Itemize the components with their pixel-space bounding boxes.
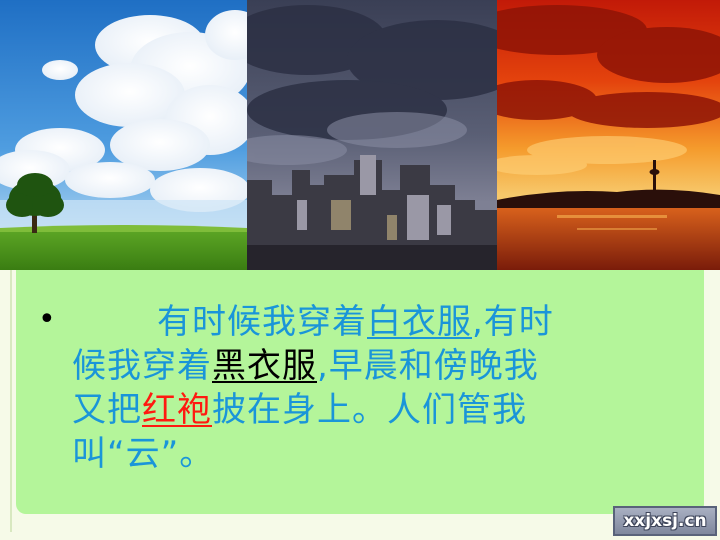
red-robe-phrase: 红袍 bbox=[142, 390, 212, 430]
black-clothes-phrase: 黑衣服 bbox=[212, 346, 317, 386]
text-line-3: 又把红袍披在身上。人们管我 bbox=[72, 388, 672, 432]
text-segment: 有时候我穿着 bbox=[157, 302, 367, 342]
sunset-photo bbox=[497, 0, 720, 270]
text-segment: ,早晨和傍晚我 bbox=[317, 346, 539, 386]
riddle-text: 有时候我穿着白衣服,有时 候我穿着黑衣服,早晨和傍晚我 又把红袍披在身上。人们管… bbox=[72, 300, 672, 476]
text-line-4: 叫“云”。 bbox=[72, 432, 672, 476]
white-clothes-phrase: 白衣服 bbox=[367, 302, 472, 342]
text-segment: 叫“云”。 bbox=[72, 434, 215, 474]
text-panel bbox=[16, 270, 704, 514]
left-divider-line bbox=[10, 270, 12, 532]
text-segment: 候我穿着 bbox=[72, 346, 212, 386]
text-segment: 又把 bbox=[72, 390, 142, 430]
sky-photo bbox=[0, 0, 247, 270]
photo-strip bbox=[0, 0, 720, 270]
storm-city-photo bbox=[247, 0, 497, 270]
text-line-2: 候我穿着黑衣服,早晨和傍晚我 bbox=[72, 344, 672, 388]
site-watermark-logo: xxjxsj.cn bbox=[613, 506, 717, 536]
text-line-1: 有时候我穿着白衣服,有时 bbox=[72, 300, 672, 344]
text-segment: 披在身上。人们管我 bbox=[212, 390, 527, 430]
bullet-point: • bbox=[38, 302, 56, 337]
text-segment: ,有时 bbox=[472, 302, 554, 342]
